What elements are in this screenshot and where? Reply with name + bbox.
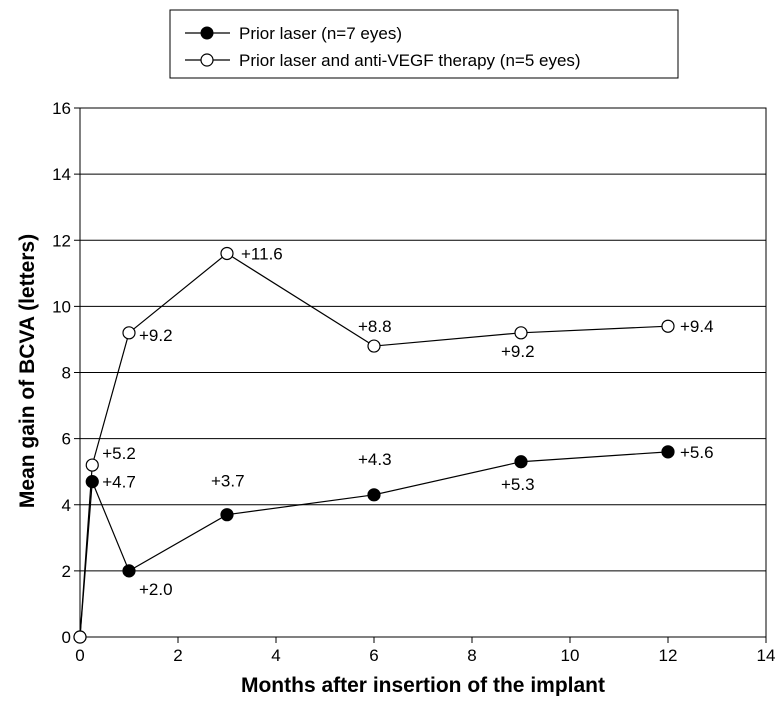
y-tick-label: 6 <box>62 430 71 449</box>
data-label-s1-p5: +9.2 <box>501 342 535 361</box>
data-label-s0-p5: +5.3 <box>501 475 535 494</box>
data-label-s0-p3: +3.7 <box>211 472 245 491</box>
legend-marker-prior-laser-anti-vegf <box>201 54 213 66</box>
legend-label-prior-laser-anti-vegf: Prior laser and anti-VEGF therapy (n=5 e… <box>239 51 581 70</box>
x-tick-label: 6 <box>369 646 378 665</box>
data-label-s1-p1: +5.2 <box>102 444 136 463</box>
data-point-s1-p0 <box>74 631 86 643</box>
data-point-s0-p2 <box>123 565 135 577</box>
data-point-s1-p3 <box>221 247 233 259</box>
data-label-s0-p6: +5.6 <box>680 443 714 462</box>
data-point-s1-p2 <box>123 327 135 339</box>
data-label-s0-p1: +4.7 <box>102 473 136 492</box>
x-tick-label: 0 <box>75 646 84 665</box>
legend: Prior laser (n=7 eyes) Prior laser and a… <box>170 10 678 78</box>
x-tick-label: 2 <box>173 646 182 665</box>
data-label-s1-p2: +9.2 <box>139 326 173 345</box>
y-tick-label: 2 <box>62 562 71 581</box>
y-tick-label: 4 <box>62 496 71 515</box>
data-point-s0-p5 <box>515 456 527 468</box>
data-label-s1-p4: +8.8 <box>358 317 392 336</box>
x-tick-label: 14 <box>757 646 775 665</box>
series-line-0 <box>80 452 668 637</box>
x-tick-label: 4 <box>271 646 280 665</box>
x-tick-label: 10 <box>561 646 580 665</box>
y-tick-label: 8 <box>62 364 71 383</box>
legend-marker-prior-laser <box>201 27 213 39</box>
data-point-s1-p1 <box>86 459 98 471</box>
data-labels-layer: +4.7 +2.0 +3.7 +4.3 +5.3 +5.6 +5.2 +9.2 +11.6 +8.… <box>102 244 713 598</box>
y-tick-label: 12 <box>52 231 71 250</box>
data-point-s1-p6 <box>662 320 674 332</box>
x-axis-label: Months after insertion of the implant <box>241 674 605 696</box>
x-tick-label: 8 <box>467 646 476 665</box>
data-label-s0-p2: +2.0 <box>139 580 173 599</box>
x-tick-label: 12 <box>659 646 678 665</box>
data-point-s0-p4 <box>368 489 380 501</box>
y-axis-label: Mean gain of BCVA (letters) <box>16 234 39 508</box>
data-point-s0-p3 <box>221 509 233 521</box>
data-label-s1-p6: +9.4 <box>680 317 714 336</box>
legend-label-prior-laser: Prior laser (n=7 eyes) <box>239 24 402 43</box>
grid-layer <box>80 108 766 571</box>
data-point-s1-p5 <box>515 327 527 339</box>
data-point-s0-p1 <box>86 476 98 488</box>
data-label-s0-p4: +4.3 <box>358 450 392 469</box>
data-point-s1-p4 <box>368 340 380 352</box>
data-label-s1-p3: +11.6 <box>241 244 283 263</box>
y-tick-label: 14 <box>52 165 71 184</box>
y-tick-label: 0 <box>62 628 71 647</box>
y-tick-label: 10 <box>52 297 71 316</box>
y-tick-label: 16 <box>52 99 71 118</box>
data-point-s0-p6 <box>662 446 674 458</box>
